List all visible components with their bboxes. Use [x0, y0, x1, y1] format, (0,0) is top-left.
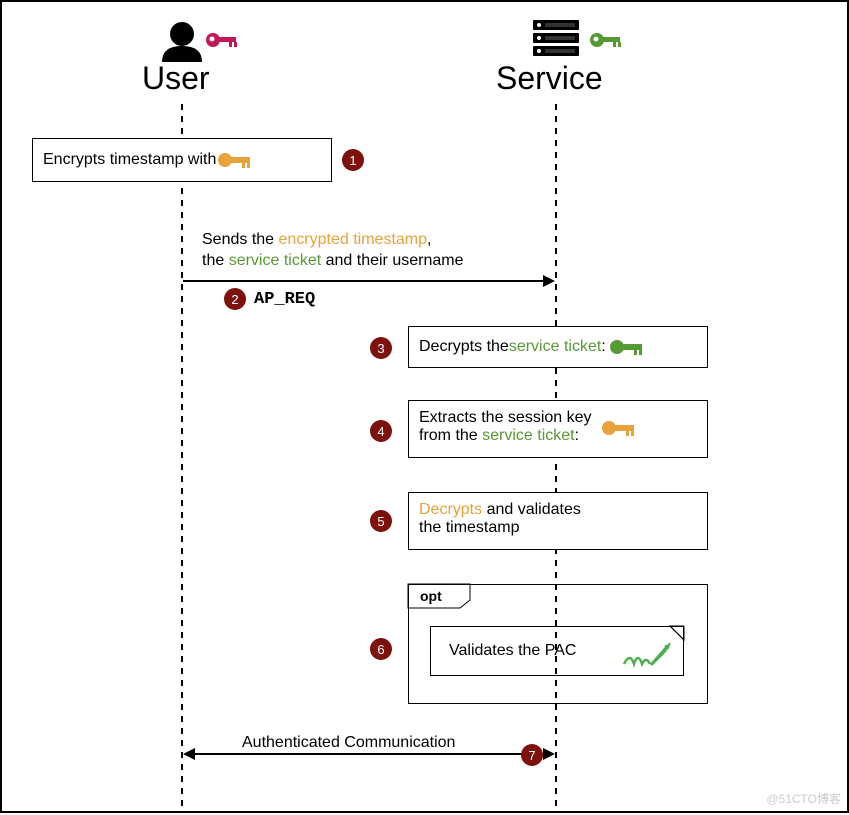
step6-inner-box: Validates the PAC [430, 626, 684, 676]
step1-box: Encrypts timestamp with [32, 138, 332, 182]
step7-label: Authenticated Communication [238, 734, 459, 752]
step6-badge: 6 [370, 638, 392, 660]
step5-line2: the timestamp [419, 519, 697, 537]
step2-line1-prefix: Sends the [202, 231, 279, 248]
step2-line1-suffix: , [427, 231, 431, 248]
step4-key-icon [602, 419, 636, 437]
step4-badge: 4 [370, 420, 392, 442]
step6-opt-label: opt [420, 588, 442, 604]
step1-text: Encrypts timestamp with [43, 151, 216, 169]
step3-box: Decrypts the service ticket: [408, 326, 708, 368]
step2-badge: 2 [224, 288, 246, 310]
service-icon [533, 20, 579, 56]
step3-suffix: : [601, 338, 605, 356]
step4-line2-green: service ticket [482, 427, 574, 444]
diagram-container: User Service Encrypts timestamp with 1 S… [0, 0, 849, 813]
step4-line2-prefix: from the [419, 427, 482, 444]
watermark: @51CTO博客 [766, 790, 841, 807]
step2-line2-green: service ticket [229, 252, 321, 269]
step2-line2-suffix: and their username [321, 252, 463, 269]
step2-line2-prefix: the [202, 252, 229, 269]
user-key-icon [206, 33, 237, 47]
step5-orange: Decrypts [419, 501, 482, 518]
step2-label: AP_REQ [254, 290, 315, 309]
step2-text: Sends the encrypted timestamp, the servi… [202, 230, 463, 272]
step5-badge: 5 [370, 510, 392, 532]
user-label: User [142, 60, 210, 97]
service-label: Service [496, 60, 603, 97]
step2-line1-orange: encrypted timestamp [279, 231, 428, 248]
step7-badge: 7 [521, 744, 543, 766]
step6-text: Validates the PAC [449, 642, 576, 660]
user-icon [162, 22, 202, 62]
step3-prefix: Decrypts the [419, 338, 509, 356]
arrow-auth-head-left [183, 748, 195, 760]
step3-badge: 3 [370, 337, 392, 359]
step4-line2-suffix: : [575, 427, 579, 444]
step5-box: Decrypts and validates the timestamp [408, 492, 708, 550]
step5-mid: and validates [482, 501, 581, 518]
step3-key-icon [610, 338, 644, 356]
step1-badge: 1 [342, 149, 364, 171]
step4-line1: Extracts the session key [419, 409, 592, 427]
arrow-auth-head-right [543, 748, 555, 760]
step4-box: Extracts the session key from the servic… [408, 400, 708, 458]
step1-key-icon [218, 151, 252, 169]
arrow-ap-req-head [543, 275, 555, 287]
service-key-icon [590, 33, 621, 47]
step3-green: service ticket [509, 338, 601, 356]
